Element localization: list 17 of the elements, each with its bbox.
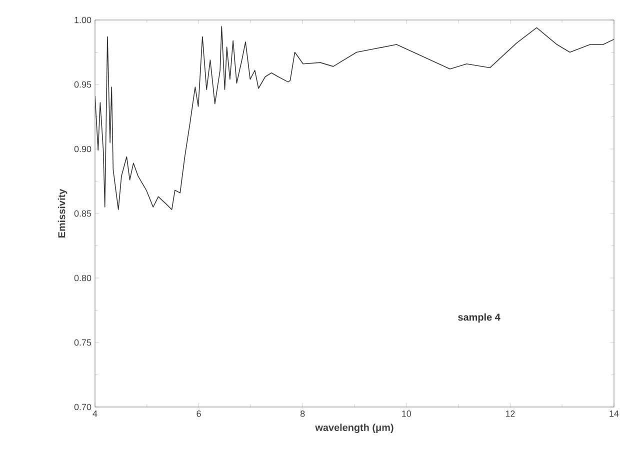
x-tick-label: 6 [196, 410, 201, 417]
y-tick-label: 0.85 [74, 210, 92, 217]
y-tick-label: 0.70 [74, 404, 92, 410]
y-tick-label: 0.95 [74, 81, 92, 88]
x-tick-label: 8 [300, 410, 305, 417]
y-tick-label: 0.80 [74, 274, 92, 282]
x-tick-label: 10 [402, 410, 412, 417]
y-tick-label: 0.90 [74, 146, 92, 152]
annotation: sample 4 [458, 313, 500, 323]
y-tick-label: 0.75 [74, 339, 92, 346]
x-tick-label: 12 [506, 410, 515, 417]
x-tick-label: 4 [92, 410, 98, 417]
x-axis-title: wavelength (μm) [315, 424, 394, 434]
y-tick-label: 1.00 [74, 16, 92, 24]
y-axis-title: Emissivity [58, 188, 68, 238]
line-series [95, 26, 614, 210]
x-tick-label: 14 [610, 410, 619, 417]
